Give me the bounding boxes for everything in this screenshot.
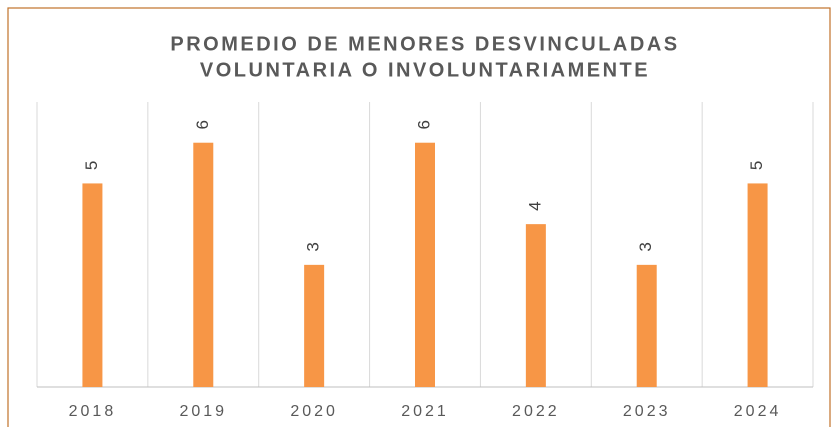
data-label: 3 <box>636 242 655 251</box>
bar <box>415 142 435 387</box>
x-tick-label: 2023 <box>623 403 671 420</box>
bar <box>193 142 214 387</box>
bar <box>636 264 657 387</box>
chart-title: PROMEDIO DE MENORES DESVINCULADAS <box>170 33 679 55</box>
bar <box>304 264 325 387</box>
data-label: 5 <box>747 161 766 170</box>
x-tick-label: 2024 <box>734 403 782 420</box>
bar <box>747 183 768 387</box>
bar <box>525 224 546 387</box>
x-tick-label: 2019 <box>179 403 227 420</box>
x-tick-label: 2020 <box>290 403 338 420</box>
chart-title: VOLUNTARIA O INVOLUNTARIAMENTE <box>200 59 650 81</box>
bar <box>82 183 103 387</box>
data-label: 6 <box>193 120 212 129</box>
x-tick-label: 2018 <box>69 403 117 420</box>
x-tick-label: 2022 <box>512 403 560 420</box>
data-label: 4 <box>525 201 544 210</box>
data-label: 6 <box>414 120 433 129</box>
x-tick-label: 2021 <box>401 403 449 420</box>
data-label: 3 <box>304 242 323 251</box>
data-label: 5 <box>82 161 101 170</box>
